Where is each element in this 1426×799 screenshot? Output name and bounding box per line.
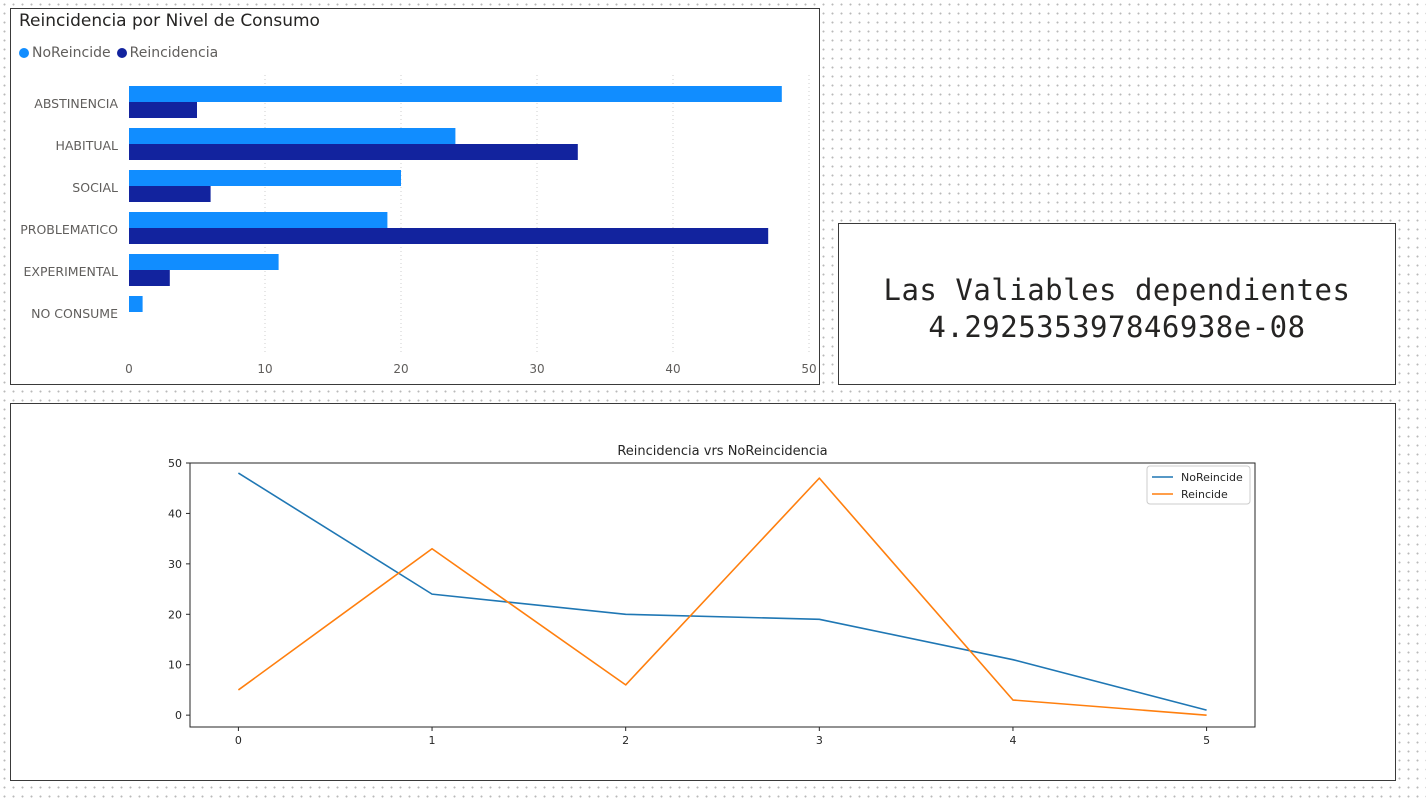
x-tick-label: 0	[235, 734, 242, 747]
card-visual[interactable]: Las Valiables dependientes 4.29253539784…	[838, 223, 1396, 385]
x-tick-label: 50	[801, 362, 816, 376]
bar-chart-plot: ABSTINENCIA HABITUAL SOCIAL PROBLEMATICO EXP…	[20, 75, 817, 376]
x-tick-label: 3	[816, 734, 823, 747]
line-chart-plot: Reincidencia vrs NoReincidencia010203040…	[168, 444, 1256, 747]
bar-habitual-reincidencia	[129, 144, 578, 160]
card-value: Las Valiables dependientes 4.29253539784…	[839, 272, 1395, 346]
legend-item-noreincide[interactable]: NoReincide	[19, 45, 111, 61]
legend-marker-reincidencia	[116, 48, 127, 58]
x-tick-label: 4	[1009, 734, 1016, 747]
bar-problematico-noreincide	[129, 212, 388, 228]
legend-label-noreincide: NoReincide	[32, 45, 111, 61]
x-tick-label: 30	[529, 362, 544, 376]
bar-chart-legend: NoReincide Reincidencia	[19, 45, 224, 61]
y-tick-label-abstinencia: ABSTINENCIA	[34, 96, 118, 111]
bar-problematico-reincidencia	[129, 228, 769, 244]
y-tick-label-habitual: HABITUAL	[55, 138, 118, 153]
bar-abstinencia-reincidencia	[129, 102, 197, 118]
y-tick-label: 20	[168, 608, 182, 621]
x-tick-label: 1	[429, 734, 436, 747]
y-tick-label-social: SOCIAL	[72, 180, 118, 195]
legend-label-reincidencia: Reincidencia	[129, 45, 219, 61]
bar-experimental-noreincide	[129, 254, 279, 270]
line-chart-title: Reincidencia vrs NoReincidencia	[617, 444, 827, 459]
x-tick-label: 0	[125, 362, 133, 376]
y-tick-label: 10	[168, 659, 182, 672]
x-tick-label: 2	[622, 734, 629, 747]
card-line-1: Las Valiables dependientes	[883, 273, 1351, 307]
y-tick-label-experimental: EXPERIMENTAL	[24, 264, 119, 279]
series-line-reincide	[237, 477, 1207, 716]
y-tick-label-problematico: PROBLEMATICO	[20, 222, 118, 237]
y-tick-label: 30	[168, 558, 182, 571]
bar-social-noreincide	[129, 170, 401, 186]
legend-marker-noreincide	[19, 48, 29, 58]
y-tick-label: 40	[168, 507, 182, 520]
bar-no-consume-noreincide	[129, 296, 143, 312]
card-line-2: 4.292535397846938e-08	[928, 310, 1306, 344]
x-tick-label: 5	[1203, 734, 1210, 747]
x-tick-label: 40	[665, 362, 680, 376]
bar-chart-title: Reincidencia por Nivel de Consumo	[19, 11, 320, 31]
bar-social-reincidencia	[129, 186, 211, 202]
bar-experimental-reincidencia	[129, 270, 170, 286]
bar-habitual-noreincide	[129, 128, 456, 144]
line-chart-visual[interactable]: Reincidencia vrs NoReincidencia 0 10 20 30 40…	[10, 403, 1396, 781]
legend-label-noreincide: NoReincide	[1181, 471, 1243, 484]
legend-label-reincide: Reincide	[1181, 488, 1228, 501]
y-tick-label: 0	[175, 709, 182, 722]
x-tick-label: 10	[257, 362, 272, 376]
bar-chart-visual[interactable]: Reincidencia por Nivel de Consumo NoRein…	[10, 8, 820, 385]
bar-abstinencia-noreincide	[129, 86, 782, 102]
series-line-noreincide	[237, 472, 1207, 711]
axes-frame	[189, 462, 1256, 728]
legend-item-reincidencia[interactable]: Reincidencia	[116, 45, 219, 61]
y-tick-label: 50	[168, 457, 182, 470]
y-tick-label-no-consume: NO CONSUME	[31, 306, 118, 321]
x-tick-label: 20	[393, 362, 408, 376]
